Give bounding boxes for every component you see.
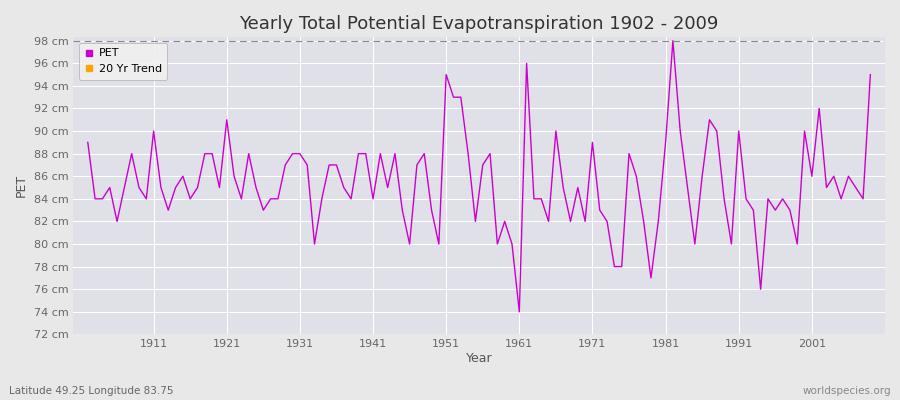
Y-axis label: PET: PET [15,174,28,198]
PET [448,95,459,100]
X-axis label: Year: Year [466,352,492,365]
PET [207,151,218,156]
Title: Yearly Total Potential Evapotranspiration 1902 - 2009: Yearly Total Potential Evapotranspiratio… [239,15,719,33]
PET [668,38,679,43]
PET [514,309,525,314]
PET [865,72,876,77]
Text: worldspecies.org: worldspecies.org [803,386,891,396]
PET [785,208,796,212]
PET [719,196,730,201]
Text: Latitude 49.25 Longitude 83.75: Latitude 49.25 Longitude 83.75 [9,386,174,396]
PET [770,208,780,212]
PET [83,140,94,145]
Line: PET: PET [88,41,870,312]
PET [163,208,174,212]
Legend: PET, 20 Yr Trend: PET, 20 Yr Trend [78,43,167,80]
